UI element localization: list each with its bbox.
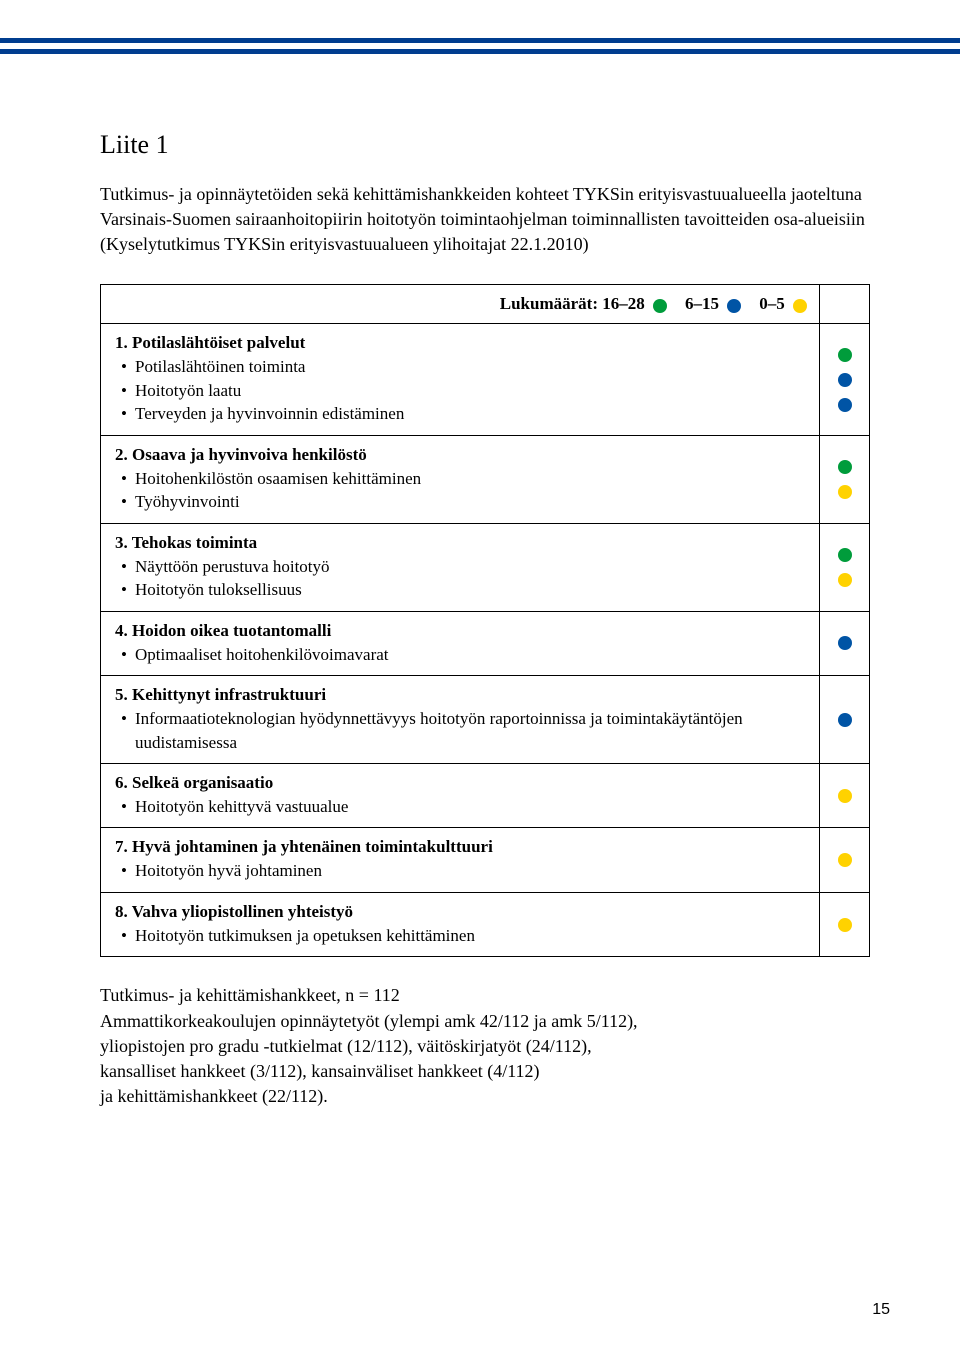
row-text-cell: 8. Vahva yliopistollinen yhteistyöHoitot… bbox=[101, 892, 820, 956]
footer-line: kansalliset hankkeet (3/112), kansainväl… bbox=[100, 1059, 870, 1084]
legend-cell: Lukumäärät: 16–28 6–15 0–5 bbox=[101, 285, 820, 324]
legend-item: 0–5 bbox=[759, 294, 807, 314]
table-row: 5. Kehittynyt infrastruktuuriInformaatio… bbox=[101, 676, 870, 764]
green-dot-icon bbox=[838, 348, 852, 362]
row-dot-cell bbox=[820, 611, 870, 675]
yellow-dot-icon bbox=[838, 918, 852, 932]
table-row: 3. Tehokas toimintaNäyttöön perustuva ho… bbox=[101, 523, 870, 611]
row-bullets: Hoitohenkilöstön osaamisen kehittäminenT… bbox=[115, 467, 807, 514]
blue-dot-icon bbox=[727, 299, 741, 313]
table-row: 7. Hyvä johtaminen ja yhtenäinen toimint… bbox=[101, 828, 870, 892]
page-number: 15 bbox=[872, 1301, 890, 1319]
yellow-dot-icon bbox=[838, 485, 852, 499]
row-dot-cell bbox=[820, 828, 870, 892]
green-dot-icon bbox=[838, 548, 852, 562]
row-text-cell: 2. Osaava ja hyvinvoiva henkilöstöHoitoh… bbox=[101, 435, 820, 523]
page-content: Liite 1 Tutkimus- ja opinnäytetöiden sek… bbox=[100, 130, 870, 1109]
bullet-item: Optimaaliset hoitohenkilövoimavarat bbox=[121, 643, 807, 666]
bullet-item: Informaatioteknologian hyödynnettävyys h… bbox=[121, 707, 807, 754]
footer-line: Tutkimus- ja kehittämishankkeet, n = 112 bbox=[100, 983, 870, 1008]
legend-dot-col bbox=[820, 285, 870, 324]
row-title: 1. Potilaslähtöiset palvelut bbox=[115, 333, 807, 353]
blue-dot-icon bbox=[838, 373, 852, 387]
row-text-cell: 1. Potilaslähtöiset palvelutPotilaslähtö… bbox=[101, 324, 820, 435]
row-title: 7. Hyvä johtaminen ja yhtenäinen toimint… bbox=[115, 837, 807, 857]
row-text-cell: 6. Selkeä organisaatioHoitotyön kehittyv… bbox=[101, 764, 820, 828]
table-row: 8. Vahva yliopistollinen yhteistyöHoitot… bbox=[101, 892, 870, 956]
row-dot-cell bbox=[820, 892, 870, 956]
row-text-cell: 3. Tehokas toimintaNäyttöön perustuva ho… bbox=[101, 523, 820, 611]
bullet-item: Näyttöön perustuva hoitotyö bbox=[121, 555, 807, 578]
row-title: 2. Osaava ja hyvinvoiva henkilöstö bbox=[115, 445, 807, 465]
table-row: 1. Potilaslähtöiset palvelutPotilaslähtö… bbox=[101, 324, 870, 435]
green-dot-icon bbox=[838, 460, 852, 474]
row-bullets: Informaatioteknologian hyödynnettävyys h… bbox=[115, 707, 807, 754]
bullet-item: Hoitotyön hyvä johtaminen bbox=[121, 859, 807, 882]
bullet-item: Työhyvinvointi bbox=[121, 490, 807, 513]
yellow-dot-icon bbox=[838, 573, 852, 587]
yellow-dot-icon bbox=[838, 789, 852, 803]
bullet-item: Terveyden ja hyvinvoinnin edistäminen bbox=[121, 402, 807, 425]
footer-line: Ammattikorkeakoulujen opinnäytetyöt (yle… bbox=[100, 1009, 870, 1034]
bullet-item: Potilaslähtöinen toiminta bbox=[121, 355, 807, 378]
row-title: 6. Selkeä organisaatio bbox=[115, 773, 807, 793]
row-dot-cell bbox=[820, 324, 870, 435]
bullet-item: Hoitotyön tutkimuksen ja opetuksen kehit… bbox=[121, 924, 807, 947]
row-dot-cell bbox=[820, 764, 870, 828]
bullet-item: Hoitotyön laatu bbox=[121, 379, 807, 402]
footer-line: ja kehittämishankkeet (22/112). bbox=[100, 1084, 870, 1109]
footer-text: Tutkimus- ja kehittämishankkeet, n = 112… bbox=[100, 983, 870, 1109]
blue-dot-icon bbox=[838, 636, 852, 650]
blue-dot-icon bbox=[838, 713, 852, 727]
yellow-dot-icon bbox=[793, 299, 807, 313]
footer-line: yliopistojen pro gradu -tutkielmat (12/1… bbox=[100, 1034, 870, 1059]
row-title: 8. Vahva yliopistollinen yhteistyö bbox=[115, 902, 807, 922]
row-bullets: Potilaslähtöinen toimintaHoitotyön laatu… bbox=[115, 355, 807, 425]
bullet-item: Hoitohenkilöstön osaamisen kehittäminen bbox=[121, 467, 807, 490]
content-table: Lukumäärät: 16–28 6–15 0–5 1. Potilasläh… bbox=[100, 284, 870, 957]
legend-row: Lukumäärät: 16–28 6–15 0–5 bbox=[101, 285, 870, 324]
legend-label: Lukumäärät: 16–28 bbox=[500, 294, 667, 314]
row-text-cell: 4. Hoidon oikea tuotantomalliOptimaalise… bbox=[101, 611, 820, 675]
intro-paragraph: Tutkimus- ja opinnäytetöiden sekä kehitt… bbox=[100, 182, 870, 256]
row-dot-cell bbox=[820, 523, 870, 611]
page-title: Liite 1 bbox=[100, 130, 870, 160]
table-row: 6. Selkeä organisaatioHoitotyön kehittyv… bbox=[101, 764, 870, 828]
row-dot-cell bbox=[820, 676, 870, 764]
row-dot-cell bbox=[820, 435, 870, 523]
legend-item: 6–15 bbox=[685, 294, 741, 314]
row-text-cell: 7. Hyvä johtaminen ja yhtenäinen toimint… bbox=[101, 828, 820, 892]
table-row: 4. Hoidon oikea tuotantomalliOptimaalise… bbox=[101, 611, 870, 675]
row-bullets: Hoitotyön kehittyvä vastuualue bbox=[115, 795, 807, 818]
row-title: 4. Hoidon oikea tuotantomalli bbox=[115, 621, 807, 641]
blue-dot-icon bbox=[838, 398, 852, 412]
row-bullets: Hoitotyön tutkimuksen ja opetuksen kehit… bbox=[115, 924, 807, 947]
row-text-cell: 5. Kehittynyt infrastruktuuriInformaatio… bbox=[101, 676, 820, 764]
row-title: 5. Kehittynyt infrastruktuuri bbox=[115, 685, 807, 705]
table-row: 2. Osaava ja hyvinvoiva henkilöstöHoitoh… bbox=[101, 435, 870, 523]
yellow-dot-icon bbox=[838, 853, 852, 867]
row-bullets: Hoitotyön hyvä johtaminen bbox=[115, 859, 807, 882]
green-dot-icon bbox=[653, 299, 667, 313]
row-bullets: Optimaaliset hoitohenkilövoimavarat bbox=[115, 643, 807, 666]
row-title: 3. Tehokas toiminta bbox=[115, 533, 807, 553]
bullet-item: Hoitotyön kehittyvä vastuualue bbox=[121, 795, 807, 818]
header-double-bar bbox=[0, 38, 960, 54]
bullet-item: Hoitotyön tuloksellisuus bbox=[121, 578, 807, 601]
row-bullets: Näyttöön perustuva hoitotyöHoitotyön tul… bbox=[115, 555, 807, 602]
